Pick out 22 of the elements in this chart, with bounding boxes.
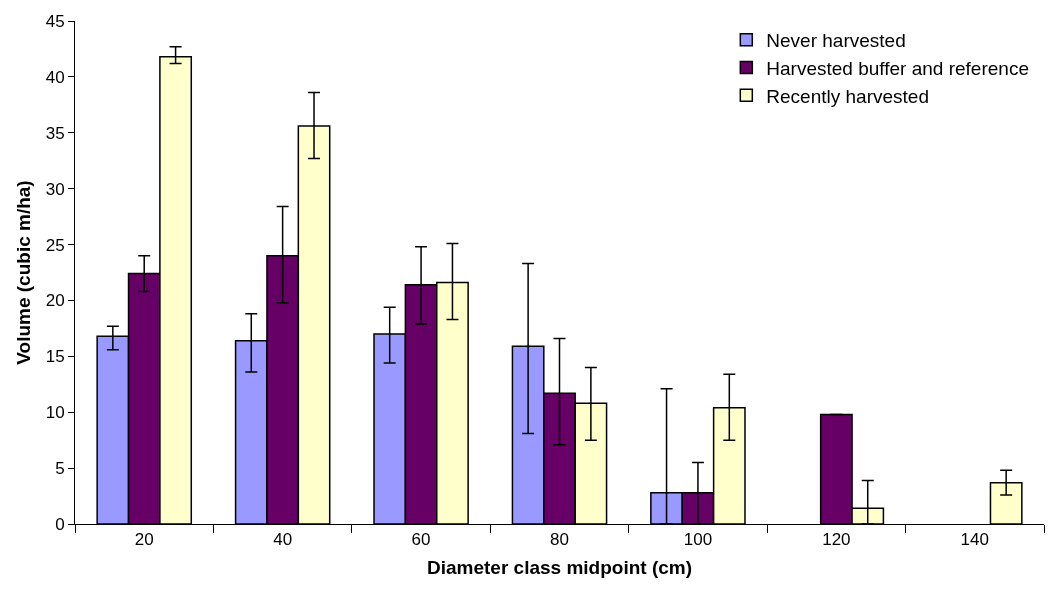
- y-tick-label: 15: [45, 347, 65, 367]
- y-tick-label: 5: [55, 459, 65, 479]
- y-tick-label: 10: [45, 403, 65, 423]
- x-tick-label: 40: [273, 530, 293, 550]
- y-tick-label: 0: [55, 514, 65, 534]
- y-tick-label: 35: [45, 123, 65, 143]
- legend-label: Recently harvested: [766, 85, 929, 107]
- x-tick-label: 80: [550, 530, 569, 550]
- y-axis-title: Volume (cubic m/ha): [12, 180, 34, 365]
- x-tick-label: 140: [960, 530, 989, 550]
- legend-label: Never harvested: [766, 30, 906, 52]
- y-tick-label: 25: [45, 235, 65, 255]
- x-tick-label: 20: [134, 530, 154, 550]
- x-tick-label: 60: [411, 530, 431, 550]
- x-axis-title: Diameter class midpoint (cm): [426, 557, 693, 579]
- y-tick-label: 45: [45, 11, 65, 31]
- x-tick-label: 120: [822, 530, 851, 550]
- x-tick-label: 100: [683, 530, 713, 550]
- y-tick-label: 30: [45, 179, 65, 199]
- y-tick-label: 40: [45, 67, 65, 87]
- y-tick-label: 20: [45, 291, 65, 311]
- legend-label: Harvested buffer and reference: [766, 57, 1029, 79]
